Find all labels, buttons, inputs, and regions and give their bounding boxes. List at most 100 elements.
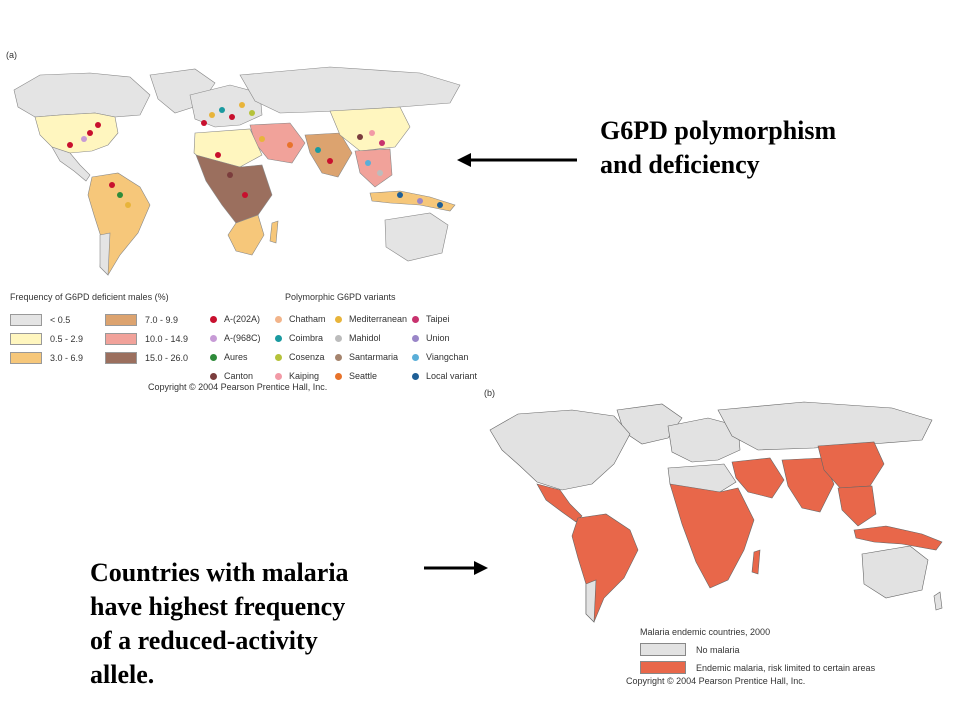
copyright-b: Copyright © 2004 Pearson Prentice Hall, … — [626, 676, 806, 686]
variant-dot — [275, 334, 282, 342]
variant-label: Viangchan — [426, 352, 469, 362]
callout-top-line: G6PD polymorphism — [600, 116, 837, 145]
variant-label: Chatham — [289, 314, 326, 324]
variant-label: Union — [426, 333, 450, 343]
variant-item: Mahidol — [335, 333, 381, 343]
variant-item: Aures — [210, 352, 248, 362]
malaria-legend-label: Endemic malaria, risk limited to certain… — [696, 662, 876, 673]
freq-bin-1: < 0.5 — [10, 314, 70, 326]
freq-bin-4: 7.0 - 9.9 — [105, 314, 178, 326]
variant-label: Cosenza — [289, 352, 325, 362]
malaria-legend-item: Endemic malaria, risk limited to certain… — [640, 661, 875, 674]
variant-item: Cosenza — [275, 352, 325, 362]
variant-item: Mediterranean — [335, 314, 407, 324]
freq-bin-label: < 0.5 — [50, 315, 71, 325]
freq-bin-label: 7.0 - 9.9 — [145, 315, 179, 325]
variant-item: Taipei — [412, 314, 450, 324]
freq-swatch-1 — [10, 314, 42, 326]
freq-bin-label: 3.0 - 6.9 — [50, 353, 84, 363]
north-america-north — [13, 72, 151, 118]
freq-bin-label: 10.0 - 14.9 — [145, 334, 189, 344]
freq-swatch-3 — [10, 352, 42, 364]
variant-label: A-(968C) — [224, 333, 261, 343]
freq-bin-5: 10.0 - 14.9 — [105, 333, 188, 345]
variant-label: A-(202A) — [224, 314, 261, 324]
variant-dot — [335, 315, 342, 323]
madagascar — [269, 220, 279, 244]
variant-dot — [275, 315, 282, 323]
freq-bin-label: 15.0 - 26.0 — [145, 353, 189, 363]
freq-swatch-4 — [105, 314, 137, 326]
arrow-right-icon — [424, 561, 488, 575]
variant-label: Kaiping — [289, 371, 320, 381]
southern-africa — [227, 214, 265, 256]
variant-label: Coimbra — [289, 333, 324, 343]
malaria-legend-item: No malaria — [640, 643, 740, 656]
variants-legend-title: Polymorphic G6PD variants — [285, 292, 396, 302]
australia — [384, 212, 449, 262]
variant-label: Canton — [224, 371, 254, 381]
variant-dot — [412, 353, 419, 361]
southeast-asia — [354, 148, 393, 188]
freq-bin-6: 15.0 - 26.0 — [105, 352, 188, 364]
europe — [189, 84, 263, 128]
endemic-malaria-swatch — [640, 661, 686, 674]
variant-dot — [412, 372, 419, 380]
variant-dot — [210, 372, 217, 380]
variant-item: Canton — [210, 371, 253, 381]
callout-bottom: Countries with malaria have highest freq… — [90, 556, 349, 692]
variant-item: Local variant — [412, 371, 477, 381]
variant-dot — [335, 372, 342, 380]
variant-item: Kaiping — [275, 371, 319, 381]
freq-swatch-5 — [105, 333, 137, 345]
variant-dot — [210, 353, 217, 361]
mexico — [51, 146, 91, 182]
south-america-south — [99, 232, 111, 276]
south-asia — [304, 132, 353, 178]
copyright-a: Copyright © 2004 Pearson Prentice Hall, … — [148, 382, 328, 392]
malaria-legend-label: No malaria — [696, 644, 740, 655]
variant-dot — [210, 334, 217, 342]
indonesia — [369, 190, 456, 212]
variant-item: Union — [412, 333, 450, 343]
malaria-world-map — [489, 401, 943, 623]
central-africa — [195, 154, 273, 224]
no-malaria-swatch — [640, 643, 686, 656]
variant-dot — [275, 372, 282, 380]
freq-swatch-6 — [105, 352, 137, 364]
arrow-left-icon — [457, 153, 577, 167]
panel-b-label: (b) — [484, 388, 495, 398]
freq-bin-2: 0.5 - 2.9 — [10, 333, 83, 345]
variant-dot — [210, 315, 217, 323]
callout-bottom-line: have highest frequency — [90, 592, 346, 621]
usa — [34, 112, 119, 154]
variant-label: Mahidol — [349, 333, 381, 343]
callout-top: G6PD polymorphism and deficiency — [600, 114, 836, 182]
callout-bottom-line: Countries with malaria — [90, 558, 349, 587]
g6pd-world-map — [13, 66, 461, 276]
freq-bin-3: 3.0 - 6.9 — [10, 352, 83, 364]
variant-item: Seattle — [335, 371, 377, 381]
variant-dot — [275, 353, 282, 361]
variant-label: Aures — [224, 352, 248, 362]
variant-dot — [335, 334, 342, 342]
variant-dot — [412, 334, 419, 342]
panel-a-label: (a) — [6, 50, 17, 60]
russia — [239, 66, 461, 114]
variant-label: Seattle — [349, 371, 378, 381]
variant-item: Coimbra — [275, 333, 323, 343]
freq-bin-label: 0.5 - 2.9 — [50, 334, 84, 344]
variant-item: A-(202A) — [210, 314, 260, 324]
freq-swatch-2 — [10, 333, 42, 345]
variant-item: Viangchan — [412, 352, 468, 362]
malaria-legend-title: Malaria endemic countries, 2000 — [640, 627, 771, 637]
callout-bottom-line: of a reduced-activity — [90, 626, 318, 655]
variant-item: Chatham — [275, 314, 326, 324]
variant-label: Taipei — [426, 314, 450, 324]
callout-bottom-line: allele. — [90, 660, 155, 689]
east-asia — [329, 106, 411, 152]
variant-label: Mediterranean — [349, 314, 408, 324]
variant-label: Santarmaria — [349, 352, 399, 362]
south-america — [87, 172, 151, 276]
variant-label: Local variant — [426, 371, 478, 381]
